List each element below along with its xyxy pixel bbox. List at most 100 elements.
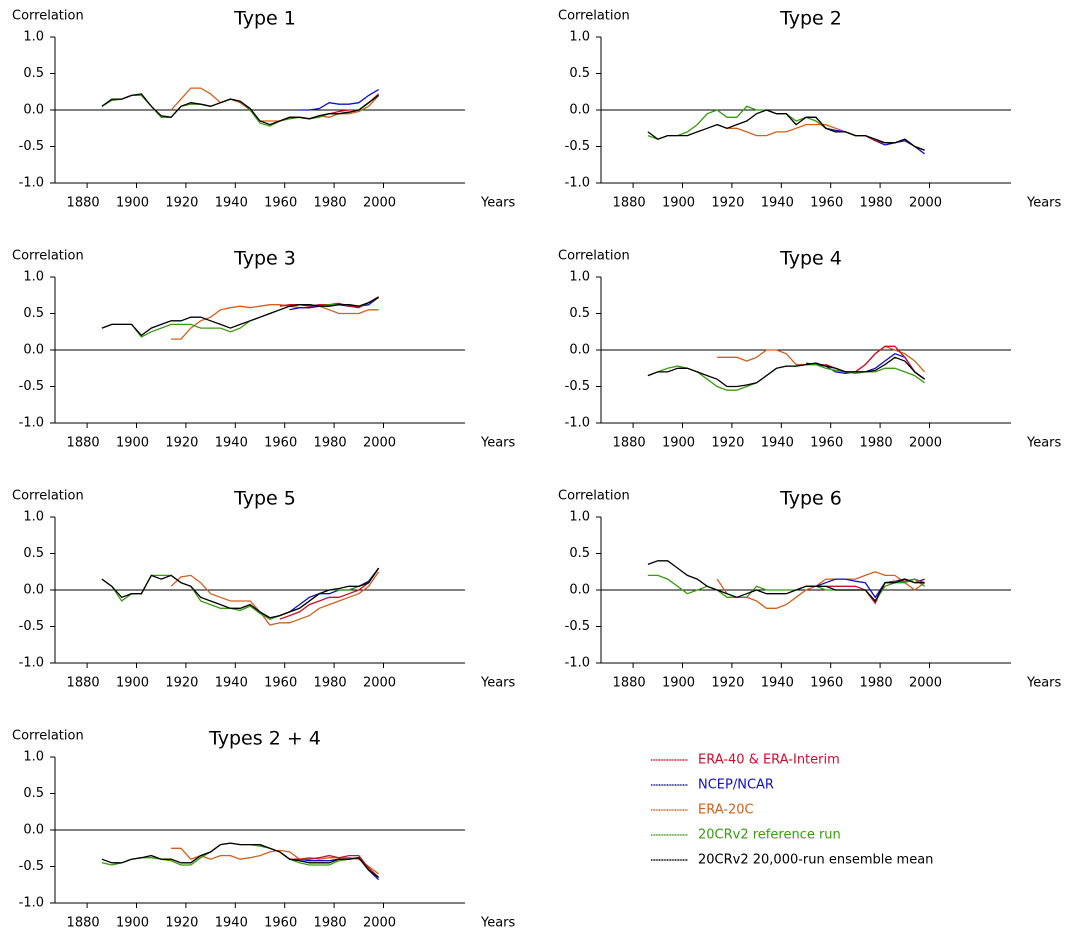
legend-label: ERA-20C xyxy=(698,803,754,818)
panel-title: Type 6 xyxy=(779,488,842,510)
series-line xyxy=(101,567,380,620)
y-tick-label: 0.5 xyxy=(23,66,44,81)
panel-title: Type 3 xyxy=(233,248,296,270)
y-tick-label: -0.5 xyxy=(19,379,44,394)
panel-title: Type 4 xyxy=(779,248,842,270)
x-tick-label: 1900 xyxy=(662,676,695,691)
y-tick-label: -0.5 xyxy=(565,139,590,154)
y-axis-label: Correlation xyxy=(12,9,84,24)
y-tick-label: 0.0 xyxy=(23,103,44,118)
x-tick-label: 2000 xyxy=(909,196,942,211)
y-tick-label: -0.5 xyxy=(19,619,44,634)
x-tick-label: 1880 xyxy=(613,196,646,211)
series-line xyxy=(279,567,380,620)
panel: Correlation Type 1 1.0 0.5 0.0 -0.5 -1.0 1880 19… xyxy=(12,8,516,211)
x-tick-label: 1900 xyxy=(116,916,149,930)
x-tick-label: 1960 xyxy=(264,676,297,691)
x-tick-label: 1940 xyxy=(215,676,248,691)
x-tick-label: 1940 xyxy=(215,196,248,211)
series-line xyxy=(825,578,925,605)
x-tick-label: 1940 xyxy=(215,916,248,930)
series-line xyxy=(101,842,379,878)
y-axis-label: Correlation xyxy=(12,249,84,264)
series-line xyxy=(716,571,925,609)
y-tick-label: 1.0 xyxy=(23,270,44,285)
y-tick-label: 0.5 xyxy=(23,786,44,801)
y-tick-label: -0.5 xyxy=(565,379,590,394)
x-tick-label: 1920 xyxy=(165,196,198,211)
y-tick-label: 1.0 xyxy=(569,270,590,285)
series-line xyxy=(716,123,925,151)
x-tick-label: 1880 xyxy=(67,436,100,451)
y-tick-label: 1.0 xyxy=(23,30,44,45)
series-line xyxy=(647,356,925,388)
x-tick-label: 1880 xyxy=(67,196,100,211)
x-tick-label: 1900 xyxy=(662,196,695,211)
panel: Correlation Type 5 1.0 0.5 0.0 -0.5 -1.0 1880 19… xyxy=(12,488,516,691)
series-line xyxy=(647,560,925,603)
x-tick-label: 1960 xyxy=(810,196,843,211)
y-tick-label: -1.0 xyxy=(19,416,44,431)
x-axis-label: Years xyxy=(480,436,516,451)
y-axis-label: Correlation xyxy=(558,249,630,264)
y-tick-label: 0.0 xyxy=(569,583,590,598)
panel: Correlation Type 4 1.0 0.5 0.0 -0.5 -1.0 1880 19… xyxy=(558,248,1062,451)
panel-title: Type 5 xyxy=(233,488,296,510)
y-tick-label: 0.0 xyxy=(23,823,44,838)
x-tick-label: 1980 xyxy=(314,196,347,211)
x-axis-label: Years xyxy=(480,676,516,691)
y-tick-label: 1.0 xyxy=(23,750,44,765)
x-axis-label: Years xyxy=(1026,676,1062,691)
x-tick-label: 1940 xyxy=(761,436,794,451)
x-tick-label: 1960 xyxy=(810,676,843,691)
legend-label: ERA-40 & ERA-Interim xyxy=(698,753,840,768)
x-tick-label: 2000 xyxy=(363,916,396,930)
x-tick-label: 2000 xyxy=(363,436,396,451)
y-tick-label: -1.0 xyxy=(565,416,590,431)
x-tick-label: 1880 xyxy=(613,436,646,451)
legend-label: 20CRv2 20,000-run ensemble mean xyxy=(698,853,933,868)
x-tick-label: 1900 xyxy=(116,436,149,451)
series-line xyxy=(101,567,380,619)
x-axis-label: Years xyxy=(480,916,516,930)
series-line xyxy=(171,304,379,340)
legend-label: 20CRv2 reference run xyxy=(698,828,841,843)
x-tick-label: 1880 xyxy=(67,916,100,930)
x-tick-label: 1980 xyxy=(314,436,347,451)
y-tick-label: 0.0 xyxy=(569,343,590,358)
y-tick-label: -1.0 xyxy=(19,656,44,671)
y-tick-label: -0.5 xyxy=(565,619,590,634)
y-tick-label: 0.5 xyxy=(23,546,44,561)
x-tick-label: 2000 xyxy=(363,196,396,211)
y-tick-label: -1.0 xyxy=(19,896,44,911)
series-line xyxy=(299,89,379,111)
series-line xyxy=(101,93,379,126)
y-tick-label: 0.0 xyxy=(569,103,590,118)
x-tick-label: 1920 xyxy=(711,676,744,691)
x-tick-label: 1960 xyxy=(810,436,843,451)
y-tick-label: 0.5 xyxy=(569,306,590,321)
y-tick-label: -1.0 xyxy=(19,176,44,191)
y-tick-label: 0.0 xyxy=(23,343,44,358)
x-tick-label: 1980 xyxy=(860,676,893,691)
series-line xyxy=(101,296,379,337)
y-tick-label: -1.0 xyxy=(565,656,590,671)
panel: Correlation Type 6 1.0 0.5 0.0 -0.5 -1.0 1880 19… xyxy=(558,488,1062,691)
series-line xyxy=(170,87,380,122)
y-axis-label: Correlation xyxy=(558,489,630,504)
panel-title: Types 2 + 4 xyxy=(208,728,321,750)
x-axis-label: Years xyxy=(1026,196,1062,211)
x-tick-label: 2000 xyxy=(909,436,942,451)
y-tick-label: 0.5 xyxy=(569,546,590,561)
panel-title: Type 2 xyxy=(779,8,842,30)
x-tick-label: 1880 xyxy=(67,676,100,691)
panel: Correlation Type 2 1.0 0.5 0.0 -0.5 -1.0 1880 19… xyxy=(558,8,1062,211)
y-axis-label: Correlation xyxy=(12,729,84,744)
series-line xyxy=(647,109,925,151)
x-tick-label: 1900 xyxy=(116,196,149,211)
x-tick-label: 1920 xyxy=(165,676,198,691)
y-tick-label: 0.5 xyxy=(23,306,44,321)
y-axis-label: Correlation xyxy=(558,9,630,24)
series-line xyxy=(171,847,379,875)
